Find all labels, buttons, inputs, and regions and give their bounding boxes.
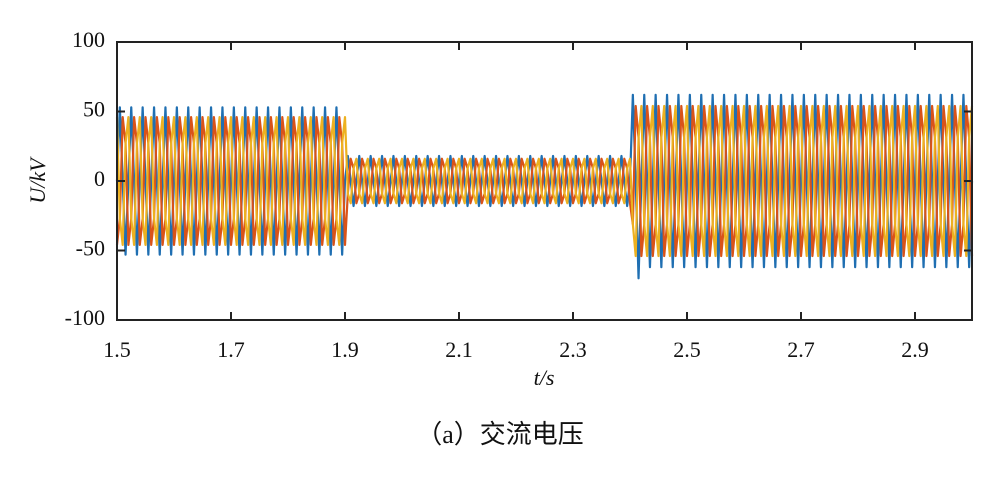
y-tick-label: 0	[94, 166, 105, 191]
x-tick-label: 1.7	[217, 337, 245, 362]
waveform-line	[115, 93, 974, 280]
x-tick-label: 2.7	[787, 337, 815, 362]
x-tick-label: 2.9	[901, 337, 929, 362]
y-tick-label: 50	[83, 97, 105, 122]
y-tick-label: 100	[72, 27, 105, 52]
plot-area	[115, 93, 974, 280]
waveform-line	[115, 104, 974, 258]
y-tick-label: -100	[65, 305, 105, 330]
x-tick-label: 1.9	[331, 337, 359, 362]
x-tick-label: 2.3	[559, 337, 587, 362]
waveform-line	[115, 104, 974, 258]
caption: （a）交流电压	[416, 420, 584, 449]
x-tick-label: 2.1	[445, 337, 473, 362]
y-axis-label: U/kV	[25, 156, 50, 204]
x-tick-label: 1.5	[103, 337, 131, 362]
x-tick-label: 2.5	[673, 337, 701, 362]
x-axis-label: t/s	[534, 365, 555, 390]
y-tick-label: -50	[76, 236, 105, 261]
